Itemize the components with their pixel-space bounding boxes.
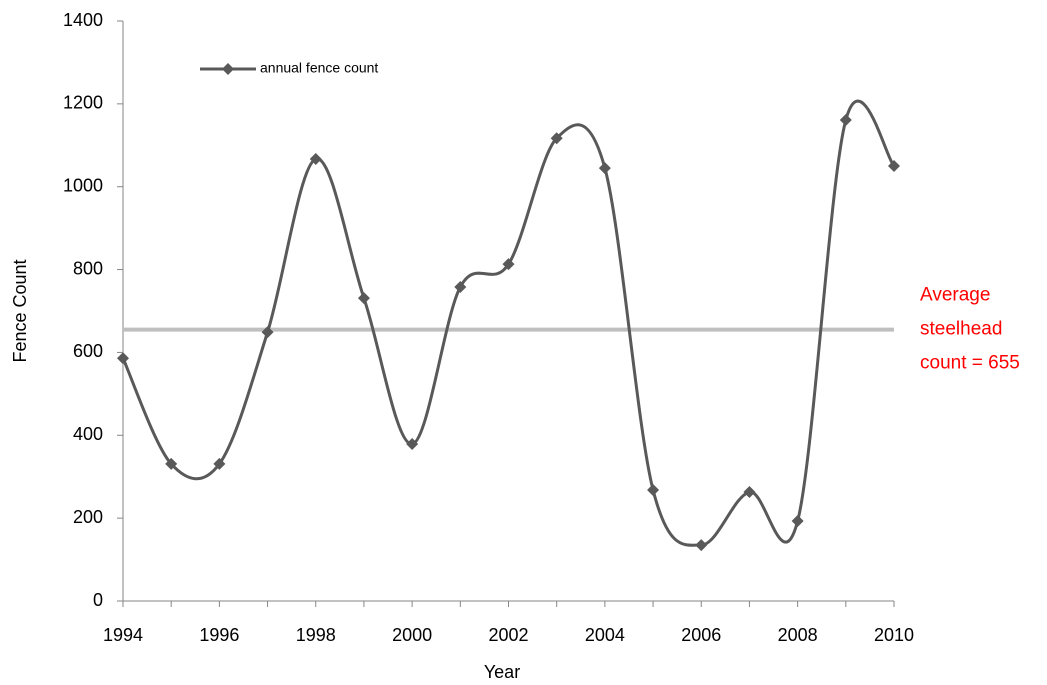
data-point xyxy=(839,114,852,127)
x-tick-label: 1998 xyxy=(296,625,336,645)
average-annotation: count = 655 xyxy=(920,353,1020,374)
legend-label: annual fence count xyxy=(260,60,378,76)
data-point xyxy=(550,132,563,145)
y-tick-label: 800 xyxy=(73,258,103,278)
x-axis-label: Year xyxy=(484,662,520,682)
data-point xyxy=(647,483,660,496)
data-point xyxy=(454,280,467,293)
data-point xyxy=(357,292,370,305)
data-point xyxy=(117,352,129,365)
average-annotation: Average xyxy=(920,285,990,306)
legend-marker xyxy=(222,63,234,75)
data-point xyxy=(695,539,708,552)
data-point xyxy=(165,457,178,470)
y-tick-label: 1200 xyxy=(63,93,103,113)
x-tick-label: 1994 xyxy=(103,625,143,645)
y-tick-label: 0 xyxy=(93,590,103,610)
x-tick-label: 2006 xyxy=(681,625,721,645)
y-tick-label: 400 xyxy=(73,424,103,444)
data-point xyxy=(598,162,611,175)
x-tick-label: 2002 xyxy=(488,625,528,645)
y-axis-label: Fence Count xyxy=(10,259,30,362)
y-tick-label: 600 xyxy=(73,341,103,361)
y-tick-label: 1000 xyxy=(63,175,103,195)
y-tick-label: 1400 xyxy=(63,10,103,30)
x-tick-label: 2010 xyxy=(874,625,914,645)
x-tick-label: 2000 xyxy=(392,625,432,645)
average-annotation: steelhead xyxy=(920,319,1002,340)
x-tick-label: 2008 xyxy=(778,625,818,645)
data-point xyxy=(406,437,419,450)
data-point xyxy=(213,457,226,470)
data-point xyxy=(791,515,804,528)
x-tick-label: 1996 xyxy=(199,625,239,645)
data-point xyxy=(888,160,900,172)
y-tick-label: 200 xyxy=(73,507,103,527)
data-point xyxy=(743,486,756,499)
x-tick-label: 2004 xyxy=(585,625,625,645)
data-point xyxy=(502,258,515,271)
data-point xyxy=(261,326,274,339)
data-point xyxy=(309,152,322,165)
series-line xyxy=(121,99,896,547)
